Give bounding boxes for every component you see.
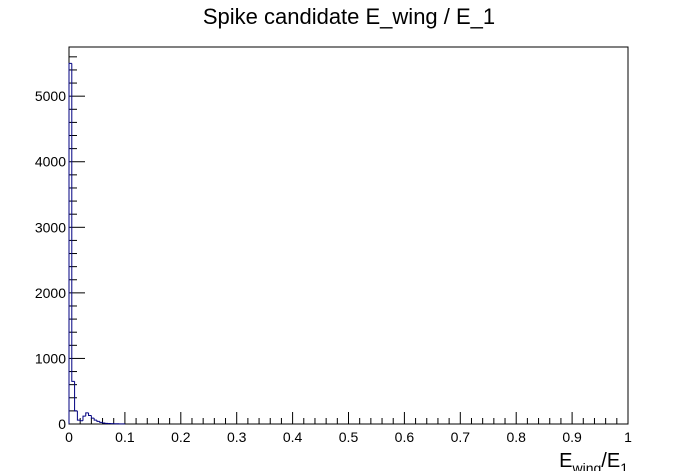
- histogram-series: [68, 62, 126, 425]
- x-tick-label: 0.4: [283, 429, 303, 445]
- x-axis-label-subscript-2: 1: [620, 460, 628, 471]
- x-axis-label-main: E: [559, 450, 572, 471]
- x-tick-label: 0.3: [227, 429, 247, 445]
- chart-title: Spike candidate E_wing / E_1: [203, 4, 495, 29]
- histogram-bin: [74, 381, 78, 412]
- histogram-bin: [93, 418, 97, 421]
- histogram-bin: [99, 421, 103, 423]
- histogram-bin: [68, 62, 72, 424]
- x-tick-label: 0.5: [339, 429, 359, 445]
- y-tick-label: 3000: [35, 219, 66, 235]
- histogram-bin: [102, 422, 106, 424]
- x-tick-label: 0.1: [115, 429, 135, 445]
- histogram-bin: [96, 420, 100, 422]
- histogram-bin: [79, 420, 83, 422]
- y-tick-label: 0: [58, 416, 66, 432]
- x-axis-label-subscript: wing: [572, 460, 602, 471]
- histogram-bin: [82, 415, 86, 421]
- x-axis-label-separator: /E: [601, 450, 620, 471]
- y-tick-label: 2000: [35, 285, 66, 301]
- histogram-bin: [76, 410, 81, 421]
- x-tick-label: 0.7: [451, 429, 471, 445]
- x-axis-label: Ewing/E1: [559, 450, 628, 471]
- x-tick-label: 0.8: [506, 429, 526, 445]
- y-axis: 0 1000 2000 3000 4000 5000: [35, 56, 85, 432]
- x-tick-label: 0.2: [171, 429, 191, 445]
- x-tick-label: 0: [65, 429, 73, 445]
- histogram-bin: [85, 412, 89, 417]
- y-tick-label: 1000: [35, 350, 66, 366]
- y-tick-label: 4000: [35, 154, 66, 170]
- x-tick-label: 1: [624, 429, 632, 445]
- histogram-bin: [90, 415, 95, 419]
- y-tick-label: 5000: [35, 88, 66, 104]
- plot-frame: [68, 46, 629, 425]
- x-tick-label: 0.6: [395, 429, 415, 445]
- histogram-bin: [71, 63, 75, 382]
- histogram-bin: [88, 412, 92, 416]
- x-axis: 0 0.1 0.2 0.3 0.4 0.5 0.6 0.7 0.8 0.9 1: [65, 412, 632, 445]
- x-tick-label: 0.9: [562, 429, 582, 445]
